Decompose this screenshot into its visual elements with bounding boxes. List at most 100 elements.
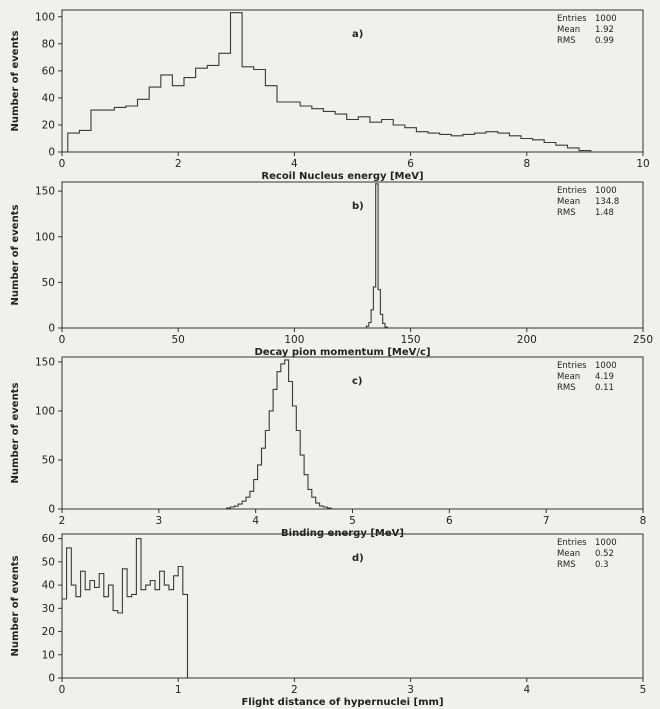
histogram-bin (323, 111, 335, 152)
histogram-bin (118, 613, 123, 678)
histogram-bin (376, 184, 378, 328)
histogram-bin (169, 590, 174, 678)
stats-entries-value: 1000 (595, 538, 617, 548)
histogram-bin (382, 120, 394, 153)
stats-entries-label: Entries (557, 14, 587, 24)
stats-mean-label: Mean (557, 197, 580, 207)
histogram-bin (369, 323, 371, 329)
histogram-bin (113, 611, 118, 678)
y-tick-label: 40 (42, 580, 55, 592)
histogram-bin (132, 594, 137, 678)
stats-entries-label: Entries (557, 361, 587, 371)
y-tick-label: 100 (35, 231, 55, 243)
histogram-bin (104, 597, 109, 678)
x-tick-label: 5 (640, 684, 647, 696)
histogram-bin (300, 455, 304, 509)
histogram-bin (76, 597, 81, 678)
stats-entries-label: Entries (557, 186, 587, 196)
panel-label: d) (352, 553, 364, 564)
x-tick-label: 250 (633, 334, 653, 346)
x-tick-label: 3 (407, 684, 414, 696)
histogram-bin (136, 539, 141, 678)
histogram-bin (161, 75, 173, 152)
histogram-bin (146, 585, 151, 678)
x-axis-title: Recoil Nucleus energy [MeV] (261, 171, 423, 182)
histogram-bin (366, 326, 368, 328)
x-tick-label: 3 (155, 515, 162, 527)
histogram-bin (178, 567, 183, 679)
histogram-bin (174, 576, 179, 678)
histogram-bin (231, 13, 243, 152)
x-tick-label: 2 (59, 515, 66, 527)
histogram-bin (103, 110, 115, 152)
histogram-bin (385, 327, 387, 328)
histogram-bin (371, 310, 373, 328)
plot-frame (61, 181, 644, 329)
y-tick-label: 0 (48, 673, 55, 685)
histogram-bin (254, 480, 258, 509)
histogram-bin (285, 360, 289, 509)
histogram-bin (440, 134, 452, 152)
histogram-bin (68, 133, 80, 152)
stats-mean-value: 134.8 (595, 197, 619, 207)
histogram-series (61, 538, 189, 678)
histogram-bin (509, 136, 521, 152)
histogram-bin (405, 128, 417, 152)
histogram-bin (281, 364, 285, 509)
y-tick-label: 10 (42, 649, 55, 661)
y-axis-title: Number of events (10, 31, 21, 132)
histogram-bin (323, 507, 327, 509)
histogram-bin (289, 382, 293, 510)
y-tick-label: 30 (42, 603, 55, 615)
x-tick-label: 4 (252, 515, 259, 527)
x-tick-label: 8 (640, 515, 647, 527)
stats-mean-value: 1.92 (595, 25, 614, 35)
y-tick-label: 20 (42, 626, 55, 638)
histogram-bin (304, 475, 308, 509)
stats-rms-label: RMS (557, 383, 576, 393)
histogram-bin (234, 506, 238, 509)
y-tick-label: 80 (42, 38, 55, 50)
x-tick-label: 2 (291, 684, 298, 696)
histogram-bin (62, 599, 67, 678)
stats-rms-label: RMS (557, 560, 576, 570)
histogram-bin (533, 140, 545, 152)
y-tick-label: 50 (42, 556, 55, 568)
histogram-bin (568, 148, 580, 152)
histogram-bin (246, 497, 250, 509)
histogram-bin (296, 431, 300, 510)
y-tick-label: 0 (48, 147, 55, 159)
y-tick-label: 60 (42, 533, 55, 545)
histogram-bin (370, 122, 382, 152)
panel-label: a) (352, 29, 363, 40)
y-tick-label: 100 (35, 11, 55, 23)
histogram-bin (265, 431, 269, 510)
histogram-bin (308, 489, 312, 509)
histogram-bin (184, 78, 196, 152)
y-tick-label: 60 (42, 65, 55, 77)
panel-label: c) (352, 376, 363, 387)
histogram-bin (141, 590, 146, 678)
histogram-series (365, 183, 388, 328)
histogram-bin (196, 68, 208, 152)
y-axis-title: Number of events (10, 383, 21, 484)
histogram-bin (183, 594, 188, 678)
histogram-bin (556, 145, 568, 152)
stats-rms-value: 0.3 (595, 560, 609, 570)
x-tick-label: 50 (172, 334, 185, 346)
y-tick-label: 50 (42, 277, 55, 289)
x-tick-label: 150 (401, 334, 421, 346)
y-tick-label: 0 (48, 504, 55, 516)
histogram-bin (463, 134, 475, 152)
x-tick-label: 4 (523, 684, 530, 696)
histogram-bin (164, 585, 169, 678)
stats-mean-value: 0.52 (595, 549, 614, 559)
y-tick-label: 50 (42, 454, 55, 466)
y-tick-label: 100 (35, 405, 55, 417)
y-tick-label: 20 (42, 119, 55, 131)
histogram-bin (277, 372, 281, 509)
